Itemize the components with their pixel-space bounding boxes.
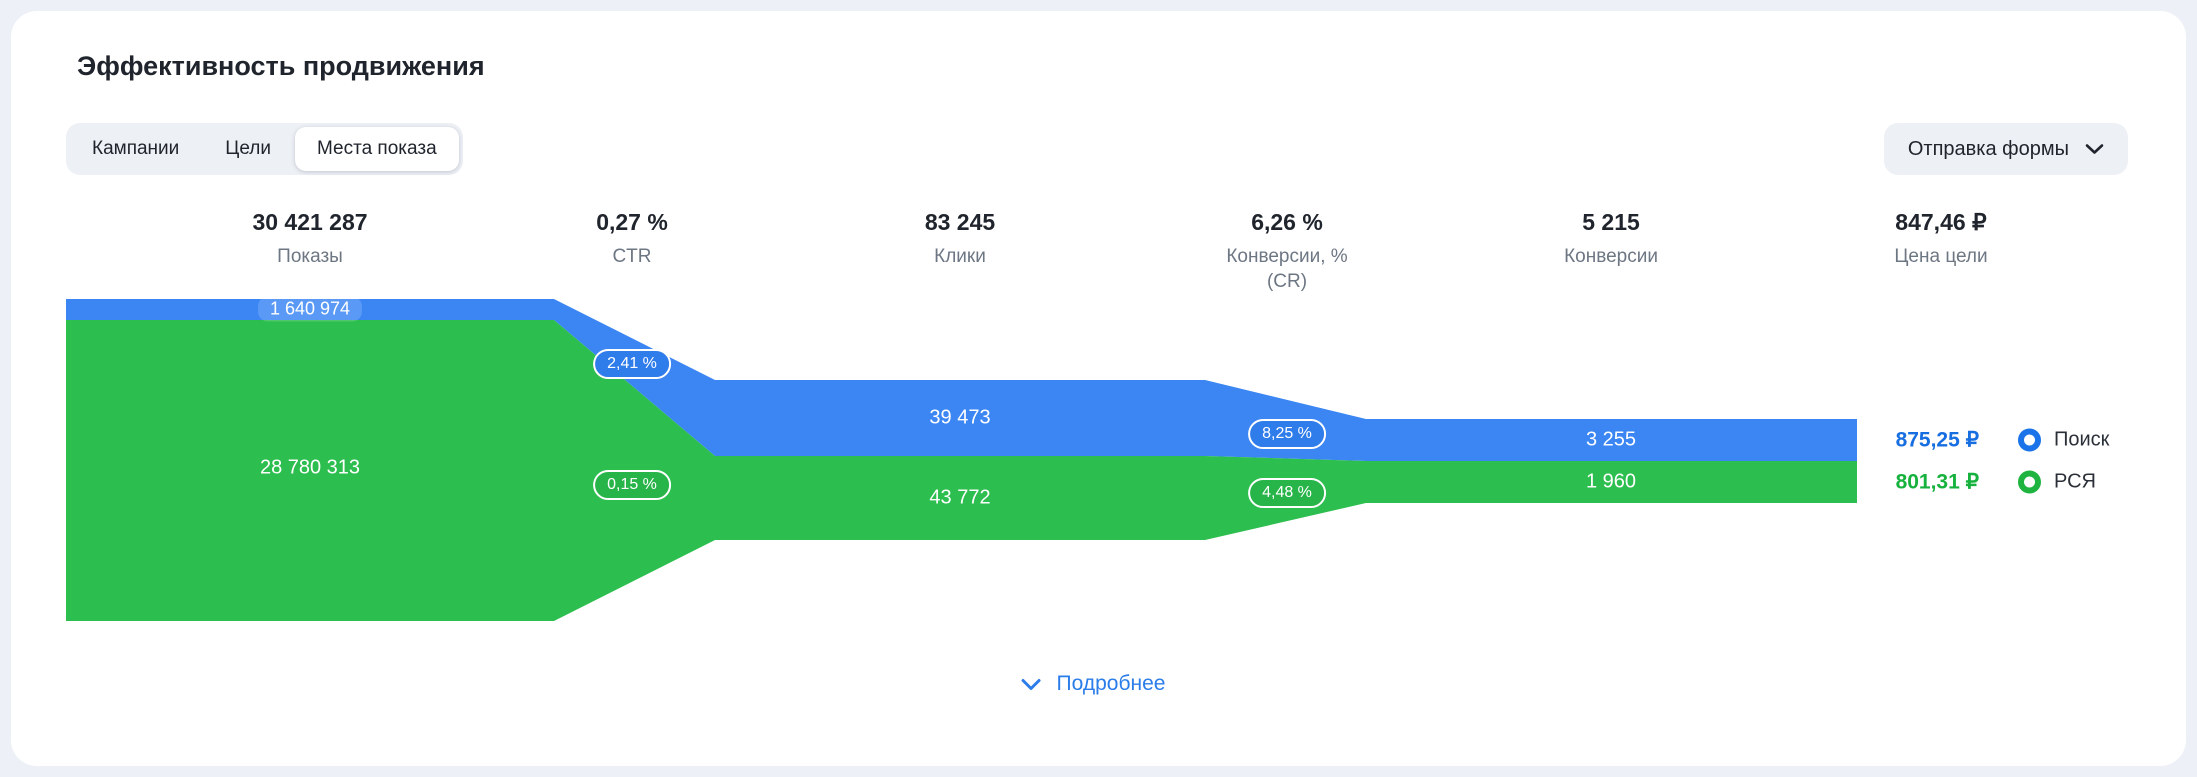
metric-total: 847,46 ₽: [1895, 209, 1987, 235]
metric-header-cr: 6,26 % Конверсии, % (CR): [1212, 209, 1362, 294]
chevron-down-icon: [2085, 143, 2104, 155]
metric-total: 0,27 %: [596, 209, 668, 235]
goal-cost-rsya: 801,31 ₽: [1895, 470, 1979, 494]
funnel-segment-rsya-impressions: [66, 320, 554, 621]
metric-header-goal-cost: 847,46 ₽ Цена цели: [1894, 209, 1987, 270]
funnel-segment-search-clicks: [715, 380, 1205, 456]
funnel-value-search-clicks: 39 473: [929, 406, 991, 429]
legend-item-rsya[interactable]: РСЯ: [2018, 470, 2097, 494]
goal-selector-label: Отправка формы: [1907, 137, 2069, 160]
goal-selector-dropdown[interactable]: Отправка формы: [1883, 123, 2128, 175]
ctr-pill-rsya: 0,15 %: [593, 470, 671, 500]
cr-pill-search: 8,25 %: [1248, 419, 1326, 449]
funnel-segment-search-impressions: [66, 299, 554, 320]
funnel-chart: [66, 299, 1857, 621]
metric-header-impressions: 30 421 287 Показы: [252, 209, 367, 270]
funnel-value-search-conversions: 3 255: [1585, 428, 1637, 451]
funnel-segment-search-conversions: [1366, 419, 1857, 461]
tab-campaigns[interactable]: Кампании: [70, 127, 201, 171]
funnel-value-rsya-clicks: 43 772: [929, 486, 991, 509]
metric-total: 6,26 %: [1251, 209, 1323, 235]
metric-label: Конверсии: [1564, 246, 1658, 267]
report-tabs: Кампании Цели Места показа: [66, 123, 463, 175]
metric-label: Клики: [934, 246, 986, 267]
metric-label: Цена цели: [1894, 246, 1988, 267]
metric-label: CTR: [612, 246, 652, 267]
metric-total: 83 245: [924, 209, 996, 235]
details-link-label: Подробнее: [1056, 672, 1166, 695]
metric-header-ctr: 0,27 % CTR: [596, 209, 668, 270]
metric-total: 5 215: [1582, 209, 1640, 235]
legend-label-search: Поиск: [2054, 428, 2110, 451]
legend-item-search[interactable]: Поиск: [2018, 428, 2110, 452]
page-title: Эффективность продвижения: [77, 51, 485, 81]
metric-label: Конверсии, % (CR): [1226, 246, 1348, 292]
series-dot-search-icon: [2018, 428, 2041, 452]
funnel-value-rsya-impressions: 28 780 313: [259, 456, 361, 479]
chevron-down-icon: [1021, 678, 1042, 691]
funnel-segment-rsya-conversions: [1366, 461, 1857, 503]
legend-label-rsya: РСЯ: [2054, 470, 2097, 493]
funnel-value-search-impressions: 1 640 974: [257, 296, 363, 322]
promotion-effectiveness-card: Эффективность продвижения Кампании Цели …: [11, 11, 2186, 766]
metric-label: Показы: [277, 246, 343, 267]
metric-header-clicks: 83 245 Клики: [925, 209, 995, 270]
series-dot-rsya-icon: [2018, 470, 2041, 494]
funnel-segment-rsya-clicks: [715, 456, 1205, 540]
metric-total: 30 421 287: [252, 209, 368, 235]
goal-cost-search: 875,25 ₽: [1895, 428, 1979, 452]
details-link[interactable]: Подробнее: [1021, 672, 1166, 696]
funnel-value-rsya-conversions: 1 960: [1585, 470, 1637, 493]
cr-pill-rsya: 4,48 %: [1248, 478, 1326, 508]
metric-header-conversions: 5 215 Конверсии: [1564, 209, 1658, 270]
ctr-pill-search: 2,41 %: [593, 349, 671, 379]
tab-placements[interactable]: Места показа: [294, 127, 459, 171]
tab-goals[interactable]: Цели: [203, 127, 293, 171]
